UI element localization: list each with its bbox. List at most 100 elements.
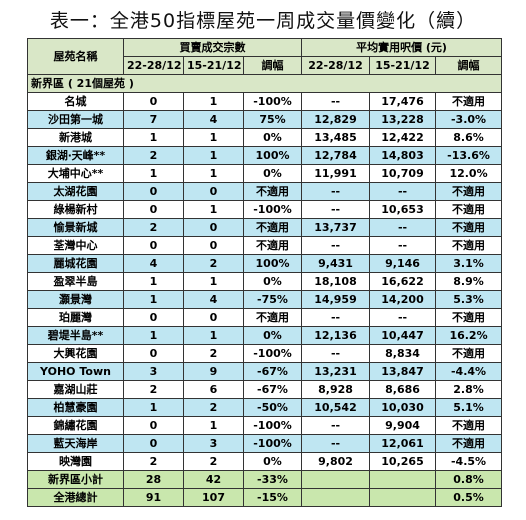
volume-change-total-cell: -33% [242, 470, 303, 489]
price-period2-cell: 10,653 [369, 200, 437, 219]
price-change-cell: 8.9% [435, 272, 503, 291]
volume-change-cell: -67% [242, 380, 303, 399]
price-period1-cell: -- [301, 416, 371, 435]
price-period2-cell: 8,686 [369, 380, 437, 399]
price-change-cell: 12.0% [435, 164, 503, 183]
volume-period2-cell: 1 [183, 272, 244, 291]
volume-change-cell: 75% [242, 110, 303, 129]
volume-period1-cell: 4 [123, 254, 184, 273]
price-period2-cell: 10,265 [369, 452, 437, 471]
price-change-cell: 8.6% [435, 128, 503, 147]
price-period1-header: 22-28/12 [301, 56, 371, 75]
price-period2-cell: 8,834 [369, 344, 437, 363]
volume-period1-cell: 0 [123, 416, 184, 435]
volume-period2-total-cell: 42 [183, 470, 244, 489]
price-period1-cell: 13,737 [301, 218, 371, 237]
price-period2-cell: 17,476 [369, 92, 437, 111]
price-change-cell: 3.1% [435, 254, 503, 273]
section-row: 新界區 ( 21個屋苑 ) [26, 74, 503, 93]
table-row: 沙田第一城 7 4 75% 12,829 13,228 -3.0% [27, 110, 503, 129]
table-row: 藍天海岸 0 3 -100% -- 12,061 不適用 [27, 434, 503, 453]
volume-period1-cell: 0 [123, 308, 184, 327]
price-change-cell: 不適用 [435, 200, 503, 219]
price-period1-cell: 18,108 [301, 272, 371, 291]
price-period1-cell: 9,802 [301, 452, 371, 471]
price-period1-cell: 10,542 [301, 398, 371, 417]
table-row: 愉景新城 2 0 不適用 13,737 -- 不適用 [27, 218, 503, 237]
price-period1-cell: -- [301, 344, 371, 363]
estate-name-cell: 名城 [27, 92, 124, 111]
price-period2-cell: 14,200 [369, 290, 437, 309]
table-row: 麗城花園 4 2 100% 9,431 9,146 3.1% [27, 254, 503, 273]
price-change-cell: 5.1% [435, 398, 503, 417]
price-change-total-cell: 0.5% [435, 488, 503, 507]
price-period2-cell: -- [369, 218, 437, 237]
volume-change-cell: -100% [242, 344, 303, 363]
volume-change-cell: 不適用 [242, 218, 303, 237]
price-period2-cell: -- [369, 308, 437, 327]
price-period1-cell: -- [301, 308, 371, 327]
estate-name-cell: 麗城花園 [27, 254, 124, 273]
volume-period2-cell: 1 [183, 164, 244, 183]
price-period2-cell: 9,904 [369, 416, 437, 435]
price-period1-cell: 11,991 [301, 164, 371, 183]
price-period1-cell: -- [301, 92, 371, 111]
estate-name-cell: 綠楊新村 [27, 200, 124, 219]
volume-change-cell: 0% [242, 326, 303, 345]
price-period2-cell: -- [369, 236, 437, 255]
volume-period2-header: 15-21/12 [183, 56, 244, 75]
price-period2-cell: 9,146 [369, 254, 437, 273]
volume-change-header: 調幅 [242, 56, 303, 75]
estate-name-total-cell: 全港總計 [27, 488, 124, 507]
volume-period2-cell: 1 [183, 92, 244, 111]
price-period2-cell: 12,061 [369, 434, 437, 453]
estate-name-cell: 盈翠半島 [27, 272, 124, 291]
price-period2-cell: 10,709 [369, 164, 437, 183]
estate-name-cell: 碧堤半島** [27, 326, 124, 345]
price-period2-total-cell [369, 488, 437, 507]
volume-period1-cell: 1 [123, 398, 184, 417]
price-change-cell: 不適用 [435, 92, 503, 111]
volume-period1-cell: 1 [123, 326, 184, 345]
volume-period2-cell: 1 [183, 146, 244, 165]
volume-change-cell: 100% [242, 146, 303, 165]
volume-period2-cell: 9 [183, 362, 244, 381]
volume-period1-cell: 1 [123, 164, 184, 183]
volume-period2-cell: 0 [183, 182, 244, 201]
price-change-cell: 不適用 [435, 236, 503, 255]
price-period2-cell: 13,847 [369, 362, 437, 381]
table-row: 名城 0 1 -100% -- 17,476 不適用 [27, 92, 503, 111]
table-row: 綠楊新村 0 1 -100% -- 10,653 不適用 [27, 200, 503, 219]
volume-change-cell: 0% [242, 164, 303, 183]
price-period1-cell: 8,928 [301, 380, 371, 399]
price-change-cell: -3.0% [435, 110, 503, 129]
volume-change-cell: 不適用 [242, 236, 303, 255]
volume-period2-cell: 3 [183, 434, 244, 453]
price-period1-cell: -- [301, 182, 371, 201]
volume-period1-cell: 2 [123, 452, 184, 471]
volume-period1-total-cell: 28 [123, 470, 184, 489]
price-period1-cell: -- [301, 236, 371, 255]
price-change-cell: 不適用 [435, 434, 503, 453]
volume-period2-cell: 6 [183, 380, 244, 399]
estate-name-cell: 柏慧豪園 [27, 398, 124, 417]
price-change-cell: 不適用 [435, 308, 503, 327]
price-period2-total-cell [369, 470, 437, 489]
volume-period2-cell: 2 [183, 452, 244, 471]
volume-period1-cell: 0 [123, 236, 184, 255]
price-period1-cell: -- [301, 200, 371, 219]
estate-name-cell: 新港城 [27, 128, 124, 147]
estate-name-cell: 沙田第一城 [27, 110, 124, 129]
table-row: 珀麗灣 0 0 不適用 -- -- 不適用 [27, 308, 503, 327]
price-period1-cell: 13,231 [301, 362, 371, 381]
price-change-cell: 不適用 [435, 182, 503, 201]
volume-change-cell: -75% [242, 290, 303, 309]
price-period1-cell: -- [301, 434, 371, 453]
volume-period1-cell: 2 [123, 218, 184, 237]
volume-change-cell: 0% [242, 128, 303, 147]
table-row: 新港城 1 1 0% 13,485 12,422 8.6% [27, 128, 503, 147]
volume-period2-cell: 0 [183, 236, 244, 255]
table-row: 錦繡花園 0 1 -100% -- 9,904 不適用 [27, 416, 503, 435]
price-period1-cell: 14,959 [301, 290, 371, 309]
volume-period2-cell: 2 [183, 254, 244, 273]
